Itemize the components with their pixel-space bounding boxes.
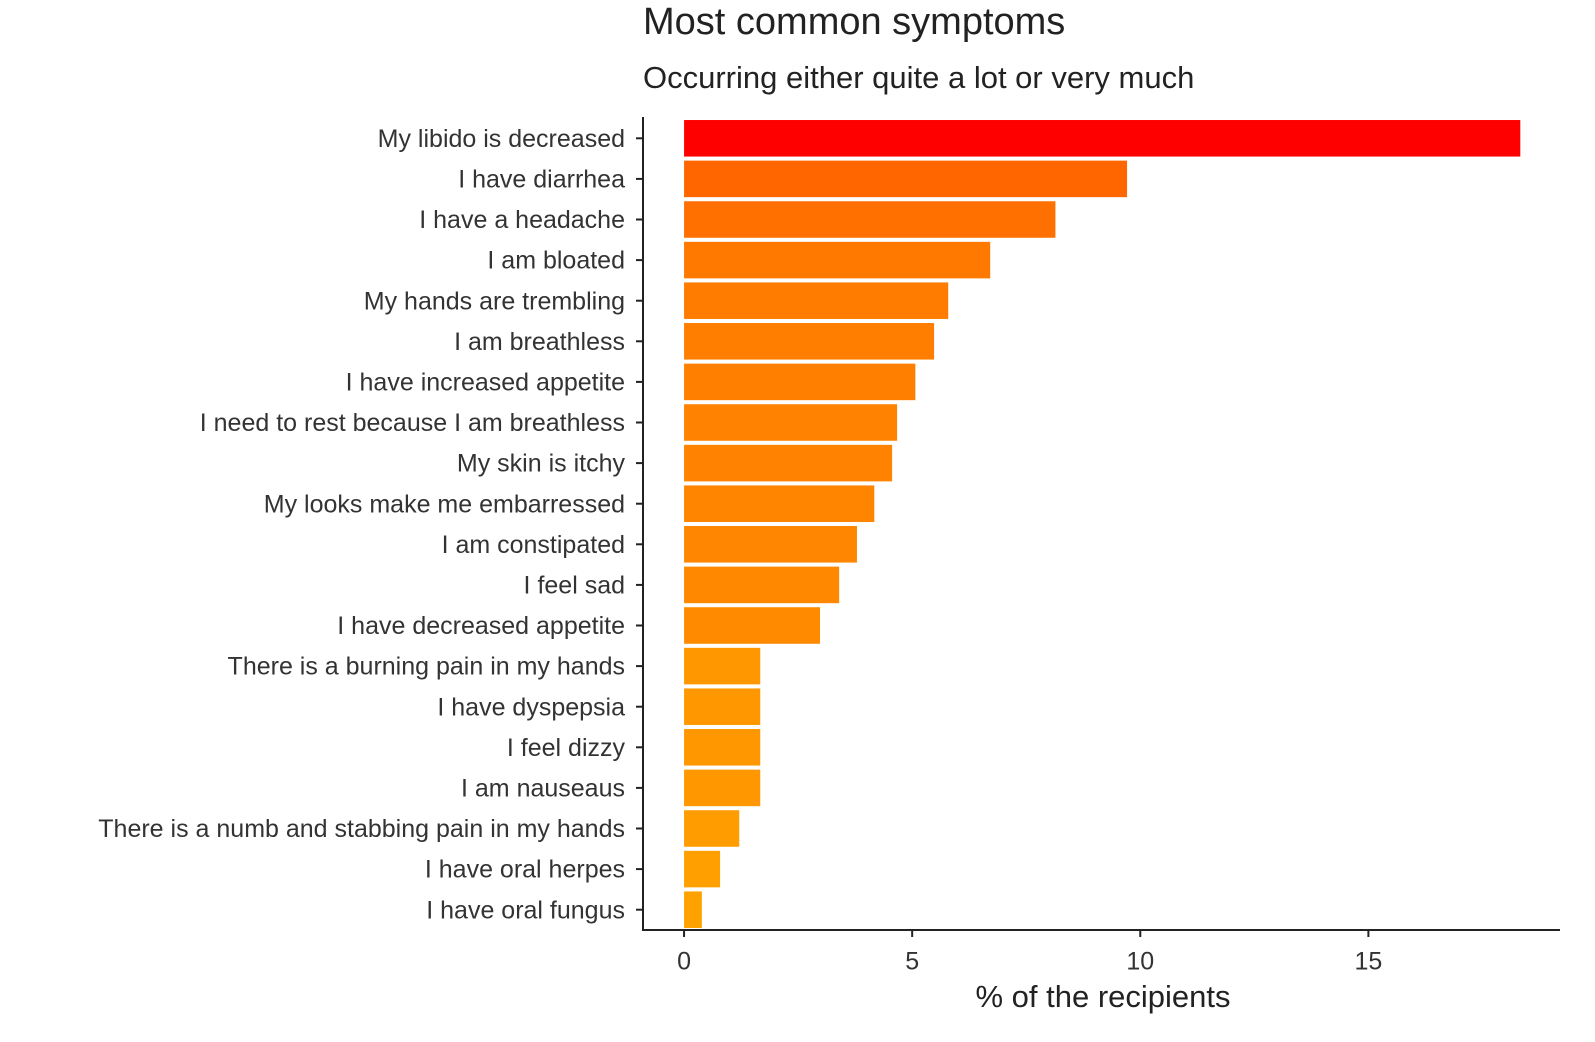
bar	[684, 891, 702, 928]
y-tick-label: I feel dizzy	[507, 734, 626, 762]
bar	[684, 444, 893, 482]
y-tick-label: I have a headache	[419, 206, 625, 234]
bar	[684, 363, 916, 401]
y-tick-label: I am breathless	[454, 328, 625, 356]
y-tick-label: I have dyspepsia	[437, 693, 625, 721]
y-tick-label: I am constipated	[442, 531, 625, 559]
bar	[684, 201, 1056, 238]
y-tick-label: I have increased appetite	[346, 369, 625, 397]
bar	[684, 526, 857, 563]
x-tick-label: 15	[1354, 948, 1382, 976]
bar	[684, 241, 991, 279]
bar	[684, 566, 840, 604]
y-tick-label: I have diarrhea	[458, 166, 625, 194]
y-tick-label: There is a numb and stabbing pain in my …	[98, 815, 625, 843]
y-tick-label: I am nauseaus	[461, 775, 625, 803]
y-tick-label: My libido is decreased	[378, 125, 625, 153]
bar	[684, 850, 721, 888]
bar	[684, 607, 821, 644]
y-tick-label: There is a burning pain in my hands	[228, 653, 625, 681]
bar	[684, 120, 1521, 157]
x-axis-label: % of the recipients	[975, 979, 1230, 1014]
bar	[684, 688, 761, 725]
chart-subtitle: Occurring either quite a lot or very muc…	[643, 60, 1194, 95]
bar	[684, 769, 761, 807]
y-tick-label: My skin is itchy	[457, 450, 626, 478]
y-tick-label: My looks make me embarressed	[264, 490, 625, 518]
y-tick-label: I am bloated	[487, 247, 625, 275]
y-tick-label: I need to rest because I am breathless	[200, 409, 625, 437]
x-tick-label: 10	[1126, 948, 1154, 976]
bar	[684, 323, 935, 360]
bar	[684, 404, 898, 441]
chart-title: Most common symptoms	[643, 1, 1065, 43]
y-tick-label: My hands are trembling	[364, 287, 625, 315]
bar	[684, 729, 761, 766]
bar	[684, 160, 1128, 198]
y-tick-label: I have oral herpes	[425, 856, 625, 884]
bar	[684, 282, 949, 319]
bar	[684, 647, 761, 685]
bar	[684, 485, 875, 522]
y-tick-label: I feel sad	[524, 572, 625, 600]
x-tick-label: 0	[677, 948, 691, 976]
bar	[684, 810, 740, 847]
y-tick-label: I have oral fungus	[426, 896, 625, 924]
y-tick-label: I have decreased appetite	[337, 612, 625, 640]
x-tick-label: 5	[905, 948, 919, 976]
